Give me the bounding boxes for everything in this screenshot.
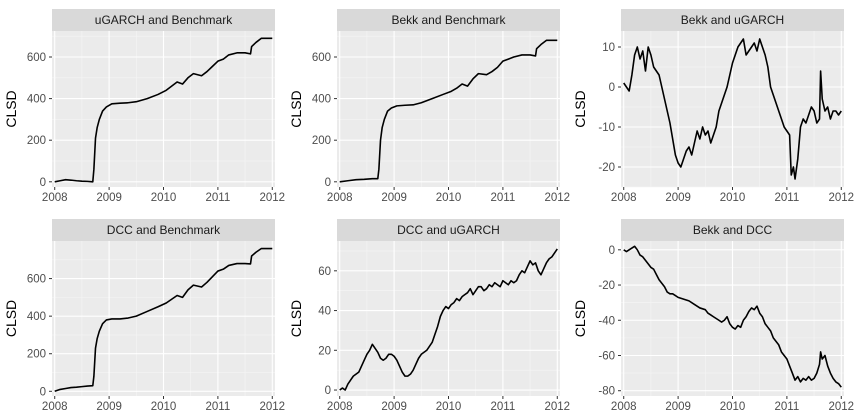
x-tick-label: 2011 [491,401,516,413]
y-tick-label: 60 [318,266,331,278]
y-tick-label: -10 [598,122,615,134]
y-tick-label: -20 [598,162,615,174]
x-tick-label: 2008 [327,401,353,413]
x-tick-label: 2012 [828,192,854,204]
y-tick-label: 20 [318,345,331,357]
x-tick-label: 2012 [544,192,570,204]
facet-panel: DCC and Benchmark 2008 2009 2010 2011 2012 0 20… [3,219,285,413]
x-tick-label: 2010 [151,192,177,204]
x-tick-label: 2010 [151,401,177,413]
facet-panel: Bekk and DCC 2008 2009 2010 2011 2012 -80 -60 -4… [572,219,854,413]
facet-title: DCC and Benchmark [107,223,221,237]
series-line [54,37,273,183]
x-tick-label: 2009 [381,192,407,204]
series-line [339,39,558,183]
facet-strip [621,9,844,31]
y-axis-title: CLSD [572,300,588,337]
y-axis-title: CLSD [3,90,19,127]
y-tick-label: 600 [312,52,331,64]
x-tick-label: 2010 [436,401,462,413]
y-tick-label: 600 [27,52,46,64]
y-tick-label: 0 [325,177,331,189]
x-tick-label: 2011 [775,192,800,204]
x-tick-label: 2009 [665,192,691,204]
x-tick-label: 2008 [611,192,637,204]
x-tick-label: 2008 [611,401,637,413]
y-tick-label: 200 [312,135,331,147]
y-tick-label: 400 [27,311,46,323]
y-axis-title: CLSD [288,300,304,337]
facet-strip [621,219,844,241]
y-tick-label: -20 [598,280,615,292]
x-tick-label: 2012 [259,192,285,204]
x-tick-label: 2011 [206,401,231,413]
x-tick-label: 2008 [42,401,68,413]
x-tick-label: 2012 [828,401,854,413]
facet-strip [337,9,560,31]
x-tick-label: 2008 [42,192,68,204]
series-line [623,38,842,180]
y-tick-label: -60 [598,350,615,362]
x-tick-label: 2012 [544,401,570,413]
x-tick-label: 2011 [206,192,231,204]
y-tick-label: -40 [598,315,615,327]
y-tick-label: 400 [312,94,331,106]
facet-title: Bekk and uGARCH [681,13,784,27]
y-tick-label: 0 [40,177,46,189]
x-tick-label: 2008 [327,192,353,204]
y-tick-label: 40 [318,306,331,318]
facet-title: Bekk and Benchmark [391,13,506,27]
x-tick-label: 2009 [96,401,122,413]
y-axis-title: CLSD [572,90,588,127]
facet-strip [337,219,560,241]
y-tick-label: 400 [27,94,46,106]
y-tick-label: 10 [602,42,615,54]
y-axis-title: CLSD [288,90,304,127]
facet-panel: uGARCH and Benchmark 2008 2009 2010 2011 2012… [3,9,285,204]
y-axis-title: CLSD [3,300,19,337]
y-tick-label: 600 [27,274,46,286]
series-line [339,248,558,391]
y-tick-label: -80 [598,386,615,398]
x-tick-label: 2011 [491,192,516,204]
series-line [54,247,273,393]
x-tick-label: 2010 [436,192,462,204]
series-line [623,245,842,388]
y-tick-label: 200 [27,135,46,147]
x-tick-label: 2012 [259,401,285,413]
x-tick-label: 2009 [96,192,122,204]
y-tick-label: 0 [609,82,615,94]
facet-strip [52,9,275,31]
facet-title: Bekk and DCC [693,223,773,237]
y-tick-label: 0 [40,386,46,398]
y-tick-label: 0 [325,385,331,397]
x-tick-label: 2010 [720,192,746,204]
facet-panel: Bekk and uGARCH 2008 2009 2010 2011 2012 -20 -1… [572,9,854,204]
x-tick-label: 2009 [381,401,407,413]
x-tick-label: 2011 [775,401,800,413]
y-tick-label: 0 [609,245,615,257]
facet-panel: Bekk and Benchmark 2008 2009 2010 2011 2012 0 2… [288,9,570,204]
y-tick-label: 200 [27,349,46,361]
facet-title: uGARCH and Benchmark [95,13,233,27]
x-tick-label: 2010 [720,401,746,413]
facet-title: DCC and uGARCH [397,223,500,237]
x-tick-label: 2009 [665,401,691,413]
facet-panel: DCC and uGARCH 2008 2009 2010 2011 2012 0 20 40 6… [288,219,570,413]
facet-strip [52,219,275,241]
